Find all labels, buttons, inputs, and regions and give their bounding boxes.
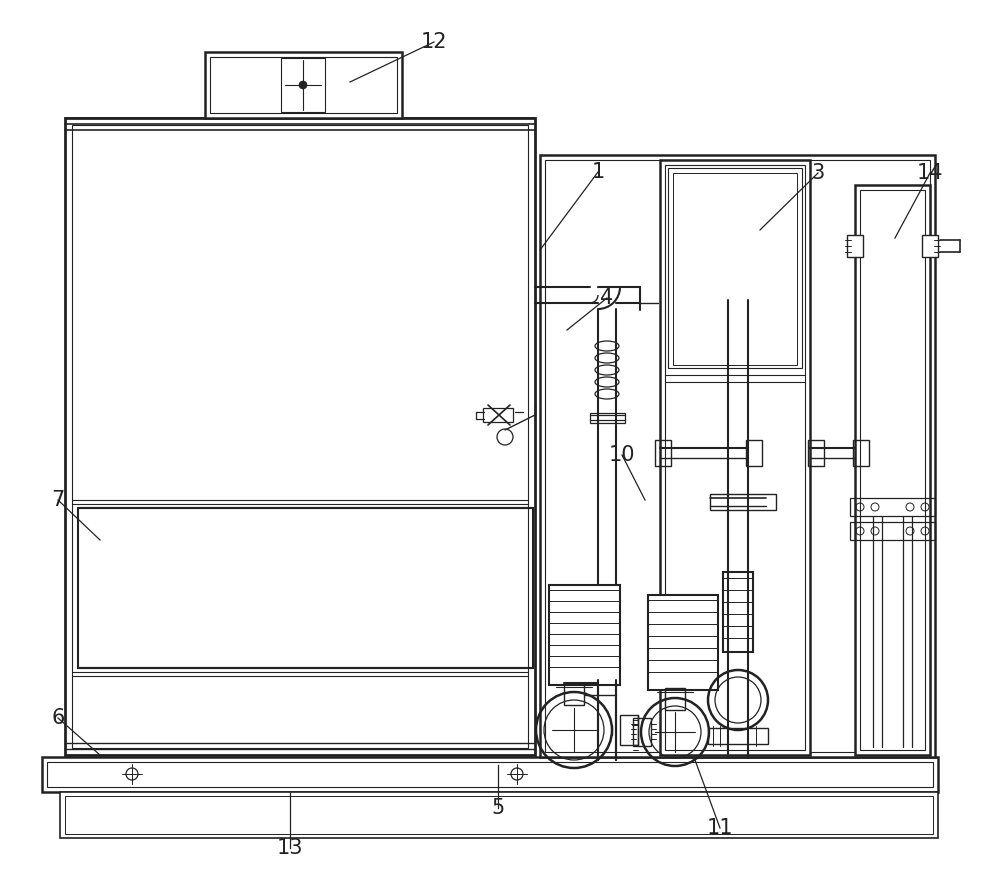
Bar bbox=[860, 190, 925, 750]
Bar bbox=[708, 728, 768, 744]
Bar bbox=[65, 796, 933, 834]
Text: 7: 7 bbox=[51, 490, 65, 510]
Bar bbox=[668, 168, 802, 368]
Bar bbox=[78, 508, 533, 668]
Bar bbox=[72, 125, 528, 748]
Bar bbox=[660, 160, 810, 755]
Text: 12: 12 bbox=[421, 32, 447, 52]
Circle shape bbox=[299, 81, 307, 89]
Text: 4: 4 bbox=[600, 288, 614, 308]
Bar bbox=[665, 688, 685, 710]
Bar bbox=[847, 235, 863, 257]
Bar bbox=[620, 715, 638, 745]
Text: 1: 1 bbox=[591, 162, 605, 182]
Bar bbox=[590, 413, 625, 423]
Bar bbox=[710, 494, 776, 510]
Bar bbox=[673, 173, 797, 365]
Bar bbox=[633, 718, 651, 746]
Bar bbox=[281, 58, 325, 112]
Bar bbox=[855, 185, 930, 755]
Bar bbox=[65, 118, 535, 755]
Bar bbox=[78, 508, 533, 668]
Bar bbox=[205, 52, 402, 118]
Bar bbox=[655, 440, 671, 466]
Bar bbox=[746, 440, 762, 466]
Text: 6: 6 bbox=[51, 708, 65, 728]
Bar bbox=[549, 585, 620, 685]
Bar bbox=[483, 408, 513, 422]
Bar bbox=[808, 440, 824, 466]
Bar bbox=[60, 792, 938, 838]
Text: 11: 11 bbox=[707, 818, 733, 838]
Bar bbox=[42, 757, 938, 792]
Text: 14: 14 bbox=[917, 163, 943, 183]
Bar bbox=[853, 440, 869, 466]
Bar bbox=[723, 572, 753, 652]
Bar bbox=[648, 595, 718, 690]
Text: 5: 5 bbox=[491, 798, 505, 818]
Bar bbox=[47, 762, 933, 787]
Bar bbox=[210, 57, 397, 113]
Bar bbox=[665, 165, 805, 750]
Bar bbox=[564, 683, 584, 705]
Bar bbox=[545, 160, 930, 752]
Text: 13: 13 bbox=[277, 838, 303, 858]
Bar bbox=[540, 155, 935, 757]
Bar bbox=[922, 235, 938, 257]
Bar bbox=[850, 498, 935, 516]
Bar bbox=[850, 522, 935, 540]
Text: 10: 10 bbox=[609, 445, 635, 465]
Text: 3: 3 bbox=[811, 163, 825, 183]
